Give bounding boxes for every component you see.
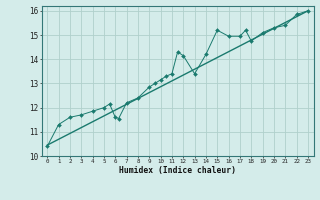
X-axis label: Humidex (Indice chaleur): Humidex (Indice chaleur) [119,166,236,175]
